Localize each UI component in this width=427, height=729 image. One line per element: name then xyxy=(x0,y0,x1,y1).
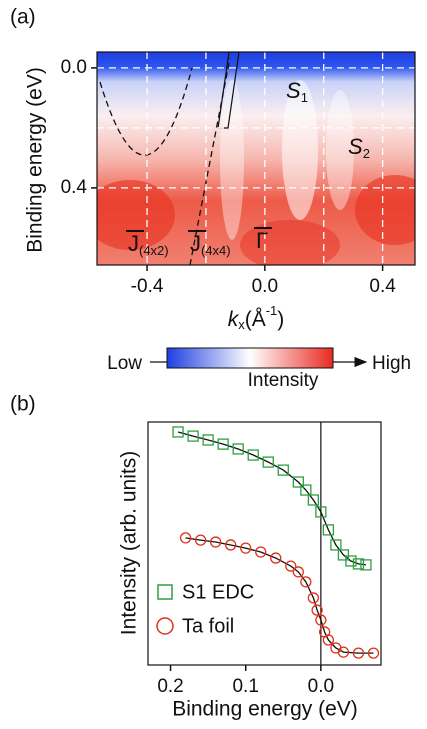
x-tick-label: 0.4 xyxy=(369,276,396,297)
annotation-sub: 1 xyxy=(301,90,308,105)
marker xyxy=(187,430,199,442)
layer: (a) -0.4 0.0 0.4 0.0 0.4 Binding energy (eV) kx… xyxy=(10,6,416,721)
annotation-sub: (4x2) xyxy=(139,243,169,258)
x-axis-label-part: k xyxy=(228,308,240,331)
marker xyxy=(337,646,350,658)
marker xyxy=(262,456,274,468)
panel-label: (b) xyxy=(10,393,36,416)
legend-label: Ta foil xyxy=(182,615,234,637)
y-tick-label: 0.4 xyxy=(61,177,88,198)
marker xyxy=(179,532,192,544)
annotation-sub: (4x4) xyxy=(201,243,231,258)
annotation-text: Γ xyxy=(256,228,268,253)
colorbar-high: High xyxy=(372,353,411,374)
annotation-text: J xyxy=(190,231,201,256)
x-tick-label: -0.4 xyxy=(131,276,164,297)
marker xyxy=(352,647,365,659)
marker xyxy=(311,604,323,616)
marker xyxy=(209,536,222,548)
marker xyxy=(247,449,259,461)
annotation: J(4x4) xyxy=(190,231,231,259)
marker xyxy=(300,484,312,496)
y-axis-label: Intensity (arb. units) xyxy=(118,451,141,635)
legend-marker xyxy=(157,584,173,600)
x-tick-label: 0.1 xyxy=(232,676,258,697)
annotation-text: S xyxy=(348,134,363,159)
plot-frame xyxy=(147,421,382,666)
marker xyxy=(345,555,357,567)
marker xyxy=(307,592,320,604)
x-axis-label-part: (Å xyxy=(245,308,266,331)
marker xyxy=(315,506,327,518)
marker xyxy=(322,524,335,536)
marker xyxy=(337,549,350,561)
marker xyxy=(300,576,312,588)
annotation-text: S xyxy=(286,78,301,103)
colorbar xyxy=(166,347,334,369)
legend-label: S1 EDC xyxy=(182,581,254,603)
colorbar-label: Intensity xyxy=(248,370,319,391)
y-tick-label: 0.0 xyxy=(61,57,87,78)
x-tick-label: 0.0 xyxy=(308,676,334,697)
x-axis-label-part: -1 xyxy=(266,303,278,318)
marker xyxy=(172,426,184,438)
annotation: J(4x2) xyxy=(128,231,169,259)
x-tick-label: 0.2 xyxy=(157,676,183,697)
y-axis-label: Binding energy (eV) xyxy=(24,67,47,253)
marker xyxy=(240,542,252,554)
marker xyxy=(194,534,207,546)
marker xyxy=(307,494,320,506)
marker xyxy=(225,539,237,551)
annotation: Γ xyxy=(256,228,268,253)
panel-label: (a) xyxy=(10,6,36,29)
colorbar-low: Low xyxy=(107,353,142,374)
annotation: S2 xyxy=(348,134,370,162)
annotation-sub: 2 xyxy=(363,146,370,161)
marker xyxy=(277,464,289,476)
annotation-text: J xyxy=(128,231,139,256)
marker xyxy=(315,614,327,626)
x-axis-label: kx(Å-1) xyxy=(228,303,285,332)
marker xyxy=(292,566,304,578)
intensity-map xyxy=(97,52,415,265)
marker xyxy=(232,443,244,455)
marker xyxy=(285,560,297,572)
marker xyxy=(270,552,282,564)
marker xyxy=(367,647,380,659)
x-axis-label: Binding energy (eV) xyxy=(172,698,358,721)
x-axis-label-part: x xyxy=(238,317,245,332)
marker xyxy=(217,438,229,450)
fit-line xyxy=(177,431,367,566)
fit-line xyxy=(185,537,374,654)
marker xyxy=(322,634,335,646)
marker xyxy=(360,559,372,571)
plot-frame xyxy=(96,51,416,266)
x-tick-label: 0.0 xyxy=(252,276,278,297)
marker xyxy=(330,539,342,551)
marker xyxy=(292,476,304,488)
marker xyxy=(352,558,365,570)
legend-marker xyxy=(156,617,174,635)
annotation: S1 xyxy=(286,78,308,106)
x-axis-label-part: ) xyxy=(277,308,284,331)
marker xyxy=(202,434,214,446)
marker xyxy=(255,546,267,558)
